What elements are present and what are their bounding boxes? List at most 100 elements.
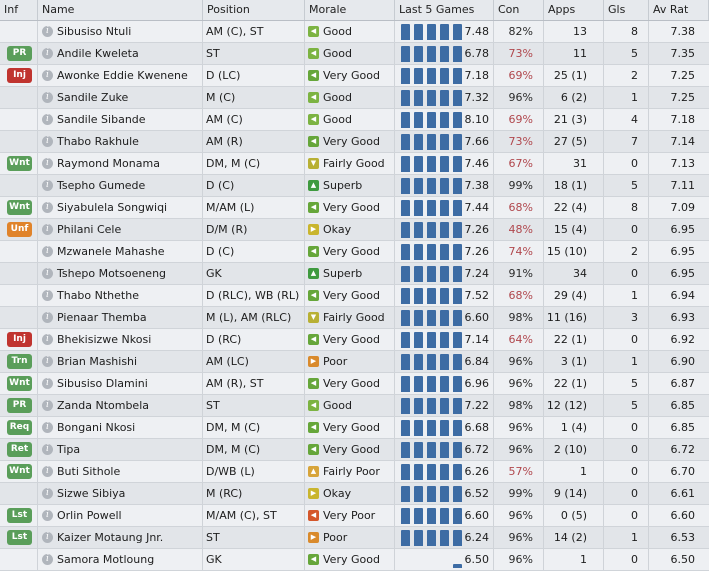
- player-name[interactable]: Bongani Nkosi: [57, 421, 136, 434]
- player-name[interactable]: Thabo Nthethe: [57, 289, 139, 302]
- info-icon[interactable]: i: [42, 136, 53, 147]
- table-row[interactable]: Lst i Orlin Powell M/AM (C), ST ◀ Very Poor 6.…: [0, 505, 709, 527]
- table-row[interactable]: i Sibusiso Ntuli AM (C), ST ◀ Good 7.48 82% 13 8…: [0, 21, 709, 43]
- player-name[interactable]: Bhekisizwe Nkosi: [57, 333, 152, 346]
- status-badge[interactable]: Unf: [7, 222, 32, 237]
- table-row[interactable]: Ret i Tipa DM, M (C) ◀ Very Good 6.72 96% 2 (10)…: [0, 439, 709, 461]
- table-row[interactable]: i Tsepho Gumede D (C) ▲ Superb 7.38 99% 18 (1) 5…: [0, 175, 709, 197]
- info-icon[interactable]: i: [42, 334, 53, 345]
- form-bars: [401, 263, 466, 284]
- header-morale[interactable]: Morale: [305, 0, 395, 20]
- info-icon[interactable]: i: [42, 246, 53, 257]
- player-name[interactable]: Tipa: [57, 443, 81, 456]
- info-icon[interactable]: i: [42, 26, 53, 37]
- header-name[interactable]: Name: [38, 0, 203, 20]
- status-badge[interactable]: PR: [7, 46, 32, 61]
- table-row[interactable]: i Sandile Sibande AM (C) ◀ Good 8.10 69% 21 (3)…: [0, 109, 709, 131]
- status-badge[interactable]: PR: [7, 398, 32, 413]
- player-name[interactable]: Awonke Eddie Kwenene: [57, 69, 188, 82]
- header-last5[interactable]: Last 5 Games: [395, 0, 494, 20]
- player-name[interactable]: Sibusiso Dlamini: [57, 377, 148, 390]
- header-position[interactable]: Position: [203, 0, 305, 20]
- status-badge[interactable]: Inj: [7, 332, 32, 347]
- info-icon[interactable]: i: [42, 70, 53, 81]
- header-inf[interactable]: Inf: [0, 0, 38, 20]
- info-icon[interactable]: i: [42, 356, 53, 367]
- status-badge[interactable]: Wnt: [7, 376, 32, 391]
- info-icon[interactable]: i: [42, 312, 53, 323]
- player-name[interactable]: Pienaar Themba: [57, 311, 147, 324]
- player-name[interactable]: Sandile Zuke: [57, 91, 129, 104]
- player-name[interactable]: Andile Kweleta: [57, 47, 139, 60]
- table-row[interactable]: i Thabo Nthethe D (RLC), WB (RL) ◀ Very Good…: [0, 285, 709, 307]
- player-name[interactable]: Philani Cele: [57, 223, 122, 236]
- player-name[interactable]: Sizwe Sibiya: [57, 487, 126, 500]
- status-badge[interactable]: Wnt: [7, 200, 32, 215]
- table-row[interactable]: Wnt i Sibusiso Dlamini AM (R), ST ◀ Very Good…: [0, 373, 709, 395]
- table-row[interactable]: Req i Bongani Nkosi DM, M (C) ◀ Very Good 6.68…: [0, 417, 709, 439]
- info-icon[interactable]: i: [42, 290, 53, 301]
- table-row[interactable]: i Mzwanele Mahashe D (C) ◀ Very Good 7.26 74% 1…: [0, 241, 709, 263]
- player-name[interactable]: Tsepho Gumede: [57, 179, 146, 192]
- info-icon[interactable]: i: [42, 422, 53, 433]
- player-name[interactable]: Sandile Sibande: [57, 113, 146, 126]
- player-name[interactable]: Tshepo Motsoeneng: [57, 267, 167, 280]
- player-name[interactable]: Brian Mashishi: [57, 355, 138, 368]
- player-name[interactable]: Kaizer Motaung Jnr.: [57, 531, 164, 544]
- player-name[interactable]: Thabo Rakhule: [57, 135, 139, 148]
- info-icon[interactable]: i: [42, 180, 53, 191]
- status-badge[interactable]: Wnt: [7, 156, 32, 171]
- table-row[interactable]: PR i Zanda Ntombela ST ◀ Good 7.22 98% 12 (12) 5 6…: [0, 395, 709, 417]
- header-gls[interactable]: Gls: [604, 0, 649, 20]
- player-name[interactable]: Mzwanele Mahashe: [57, 245, 165, 258]
- status-badge[interactable]: Inj: [7, 68, 32, 83]
- info-icon[interactable]: i: [42, 224, 53, 235]
- player-name[interactable]: Orlin Powell: [57, 509, 122, 522]
- info-icon[interactable]: i: [42, 202, 53, 213]
- player-name[interactable]: Zanda Ntombela: [57, 399, 150, 412]
- status-badge[interactable]: Trn: [7, 354, 32, 369]
- info-icon[interactable]: i: [42, 48, 53, 59]
- status-badge[interactable]: Ret: [7, 442, 32, 457]
- status-badge[interactable]: Wnt: [7, 464, 32, 479]
- table-row[interactable]: i Pienaar Themba M (L), AM (RLC) ▼ Fairly Go…: [0, 307, 709, 329]
- status-badge[interactable]: Lst: [7, 530, 32, 545]
- table-row[interactable]: Unf i Philani Cele D/M (R) ▶ Okay 7.26 48% 15 (4…: [0, 219, 709, 241]
- table-row[interactable]: i Thabo Rakhule AM (R) ◀ Very Good 7.66 73% 27 …: [0, 131, 709, 153]
- table-row[interactable]: i Sizwe Sibiya M (RC) ▶ Okay 6.52 99% 9 (14) 0 6.…: [0, 483, 709, 505]
- table-row[interactable]: Wnt i Raymond Monama DM, M (C) ▼ Fairly Good 7…: [0, 153, 709, 175]
- table-row[interactable]: i Samora Motloung GK ◀ Very Good 6.50 96% 1 0 6.5…: [0, 549, 709, 571]
- info-icon[interactable]: i: [42, 488, 53, 499]
- table-row[interactable]: Trn i Brian Mashishi AM (LC) ▶ Poor 6.84 96% 3 (…: [0, 351, 709, 373]
- gls-value: 8: [631, 25, 638, 38]
- header-con[interactable]: Con: [494, 0, 544, 20]
- player-name[interactable]: Samora Motloung: [57, 553, 155, 566]
- status-badge[interactable]: Lst: [7, 508, 32, 523]
- info-icon[interactable]: i: [42, 400, 53, 411]
- player-name[interactable]: Raymond Monama: [57, 157, 160, 170]
- player-name[interactable]: Siyabulela Songwiqi: [57, 201, 168, 214]
- header-apps[interactable]: Apps: [544, 0, 604, 20]
- info-icon[interactable]: i: [42, 554, 53, 565]
- player-name[interactable]: Sibusiso Ntuli: [57, 25, 132, 38]
- table-row[interactable]: Lst i Kaizer Motaung Jnr. ST ▶ Poor 6.24 96% 14 …: [0, 527, 709, 549]
- info-icon[interactable]: i: [42, 268, 53, 279]
- info-icon[interactable]: i: [42, 510, 53, 521]
- header-avrat[interactable]: Av Rat: [649, 0, 709, 20]
- table-row[interactable]: i Sandile Zuke M (C) ◀ Good 7.32 96% 6 (2) 1 7.25: [0, 87, 709, 109]
- info-icon[interactable]: i: [42, 532, 53, 543]
- player-name[interactable]: Buti Sithole: [57, 465, 121, 478]
- info-icon[interactable]: i: [42, 114, 53, 125]
- info-icon[interactable]: i: [42, 444, 53, 455]
- info-icon[interactable]: i: [42, 466, 53, 477]
- status-badge[interactable]: Req: [7, 420, 32, 435]
- info-icon[interactable]: i: [42, 92, 53, 103]
- table-row[interactable]: i Tshepo Motsoeneng GK ▲ Superb 7.24 91% 34 0 6.9…: [0, 263, 709, 285]
- table-row[interactable]: Wnt i Buti Sithole D/WB (L) ▲ Fairly Poor 6.26…: [0, 461, 709, 483]
- table-row[interactable]: PR i Andile Kweleta ST ◀ Good 6.78 73% 11 5 7.35: [0, 43, 709, 65]
- table-row[interactable]: Inj i Bhekisizwe Nkosi D (RC) ◀ Very Good 7.14…: [0, 329, 709, 351]
- table-row[interactable]: Wnt i Siyabulela Songwiqi M/AM (L) ◀ Very Goo…: [0, 197, 709, 219]
- table-row[interactable]: Inj i Awonke Eddie Kwenene D (LC) ◀ Very Good…: [0, 65, 709, 87]
- info-icon[interactable]: i: [42, 378, 53, 389]
- info-icon[interactable]: i: [42, 158, 53, 169]
